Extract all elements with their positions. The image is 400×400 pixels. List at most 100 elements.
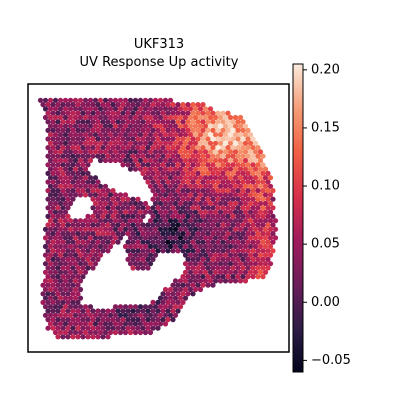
spot [130,248,136,254]
spot [182,192,189,198]
spot [90,213,96,219]
spot [72,157,79,164]
spot [150,179,156,185]
spot [130,153,136,159]
spot [80,153,86,159]
spot [87,106,94,112]
spot [50,196,56,202]
spot [197,235,204,241]
spot [72,106,79,112]
spot [265,188,271,194]
spot [262,226,269,232]
spot [247,149,254,155]
spot [137,200,144,207]
spot [167,304,174,310]
spot [222,252,229,258]
spot [142,200,149,207]
spot [65,153,71,159]
spot [110,196,116,202]
spot [157,132,164,138]
spot [205,239,211,245]
spot [265,170,271,176]
spot [200,162,206,168]
spot [162,235,169,241]
spot [67,235,74,241]
spot [220,274,226,280]
spot [235,162,241,168]
spot [217,226,224,232]
spot [162,243,169,250]
spot [97,235,104,241]
spot [65,291,71,297]
spot [150,153,156,159]
spot [185,136,191,142]
spot [120,231,126,237]
spot [155,102,161,108]
spot [220,136,226,142]
spot [260,170,266,176]
spot [107,157,114,164]
spot [135,127,141,133]
spot [97,192,104,198]
spot [155,299,161,305]
spot [200,102,206,108]
spot [47,106,54,112]
spot [155,110,161,116]
spot [87,140,94,146]
spot [160,110,166,116]
spot [50,153,56,159]
spot [155,188,161,194]
spot [185,170,191,176]
spot [232,209,239,215]
spot [215,196,221,202]
spot [237,157,244,164]
spot [242,175,249,181]
spot [192,140,199,146]
spot [177,295,184,301]
spot [92,252,99,258]
spot [257,226,264,232]
spot [175,239,181,245]
spot [140,205,146,211]
spot [185,162,191,168]
spot [170,188,176,194]
spot [145,325,151,331]
spot [75,274,81,280]
spot [157,123,164,129]
spot [60,334,66,340]
spot-layer [37,97,279,340]
spot [70,222,76,228]
spot [50,170,56,176]
spot [190,179,196,185]
spot [77,218,84,224]
spot [225,110,231,116]
spot [252,200,259,207]
spot [110,110,116,116]
spot [242,243,249,250]
spot [165,153,171,159]
spot [75,256,81,262]
spot [45,179,51,185]
spot [215,145,221,151]
spot [185,145,191,151]
spot [172,140,179,146]
spot [185,205,191,211]
spot [257,209,264,215]
spot [155,162,161,168]
spot [155,222,161,228]
spot [80,136,86,142]
spot [55,213,61,219]
spot [127,97,134,103]
spot [155,213,161,219]
spot [215,265,221,271]
spot [150,299,156,305]
spot [162,226,169,232]
spot [107,321,114,327]
spot [270,222,276,228]
spot [107,235,114,241]
spot [137,123,144,129]
spot [102,97,109,103]
spot [102,209,109,215]
spot [222,243,229,250]
spot [72,218,79,224]
